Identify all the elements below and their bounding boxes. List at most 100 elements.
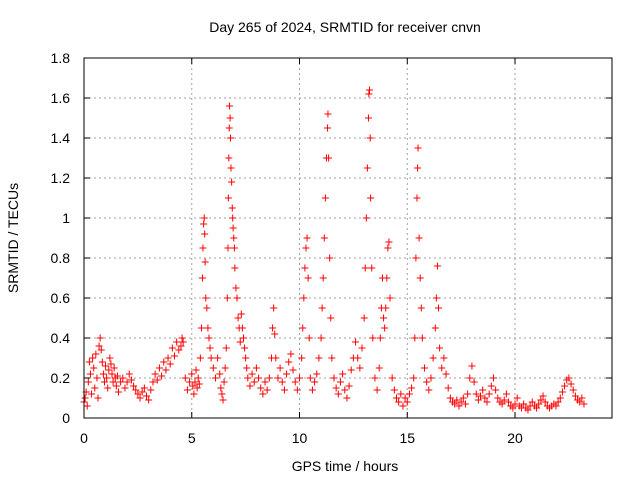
data-point (283, 370, 291, 378)
data-point (259, 390, 267, 398)
data-point (498, 400, 506, 408)
data-point (380, 314, 388, 322)
data-point (217, 384, 225, 392)
data-point (149, 378, 157, 386)
data-point (373, 386, 381, 394)
y-tick-label: 0.8 (51, 250, 71, 266)
data-point (502, 390, 510, 398)
data-point (567, 380, 575, 388)
data-point (117, 378, 125, 386)
data-point (541, 398, 549, 406)
data-point (250, 378, 258, 386)
data-point (413, 194, 421, 202)
data-point (341, 386, 349, 394)
data-point (489, 374, 497, 382)
data-point (511, 400, 519, 408)
data-point (455, 402, 463, 410)
data-point (239, 334, 247, 342)
data-point (175, 346, 183, 354)
data-point (209, 364, 217, 372)
data-point (199, 274, 207, 282)
data-point (285, 358, 293, 366)
data-point (446, 394, 454, 402)
data-point (483, 398, 491, 406)
data-point (227, 164, 235, 172)
data-point (246, 382, 254, 390)
data-point (317, 334, 325, 342)
data-point (332, 384, 340, 392)
data-point (451, 400, 459, 408)
data-point (261, 378, 269, 386)
data-point (487, 382, 495, 390)
data-point (339, 370, 347, 378)
data-point (302, 244, 310, 252)
data-point (121, 384, 129, 392)
data-point (368, 264, 376, 272)
data-point (438, 364, 446, 372)
x-tick-label: 0 (80, 430, 88, 446)
data-point (219, 396, 227, 404)
data-point (520, 400, 528, 408)
data-point (411, 334, 419, 342)
y-tick-label: 1.2 (51, 170, 71, 186)
data-point (306, 374, 314, 382)
data-point (158, 372, 166, 380)
data-point (147, 386, 155, 394)
data-point (287, 350, 295, 358)
data-point (226, 114, 234, 122)
data-point (293, 386, 301, 394)
data-point (395, 398, 403, 406)
data-point (142, 392, 150, 400)
data-point (220, 378, 228, 386)
data-point (105, 366, 113, 374)
data-point (280, 386, 288, 394)
data-point (371, 374, 379, 382)
data-point (321, 194, 329, 202)
data-point (196, 354, 204, 362)
data-point (166, 360, 174, 368)
data-point (535, 400, 543, 408)
data-point (365, 90, 373, 98)
data-point (390, 386, 398, 394)
data-point (179, 338, 187, 346)
data-point (214, 354, 222, 362)
data-point (95, 342, 103, 350)
data-point (408, 384, 416, 392)
data-point (230, 234, 238, 242)
data-point (533, 404, 541, 412)
data-point (90, 364, 98, 372)
y-tick-label: 1 (62, 210, 70, 226)
data-point (528, 398, 536, 406)
data-point (558, 388, 566, 396)
data-point (327, 314, 335, 322)
data-point (248, 370, 256, 378)
data-point (414, 144, 422, 152)
data-point (243, 364, 251, 372)
data-point (366, 134, 374, 142)
data-point (216, 370, 224, 378)
data-point (363, 164, 371, 172)
data-point (429, 354, 437, 362)
data-point (272, 354, 280, 362)
data-point (271, 330, 279, 338)
data-point (352, 338, 360, 346)
data-point (318, 304, 326, 312)
data-point (145, 396, 153, 404)
data-point (164, 354, 172, 362)
data-point (123, 378, 131, 386)
data-point (468, 362, 476, 370)
data-point (571, 392, 579, 400)
data-point (457, 398, 465, 406)
data-point (556, 394, 564, 402)
data-point (364, 114, 372, 122)
data-point (225, 124, 233, 132)
data-point (113, 372, 121, 380)
data-point (580, 400, 588, 408)
data-point (569, 386, 577, 394)
data-point (418, 334, 426, 342)
data-point (255, 374, 263, 382)
data-point (421, 364, 429, 372)
plot-frame (83, 57, 613, 419)
data-point (223, 294, 231, 302)
data-point (119, 374, 127, 382)
